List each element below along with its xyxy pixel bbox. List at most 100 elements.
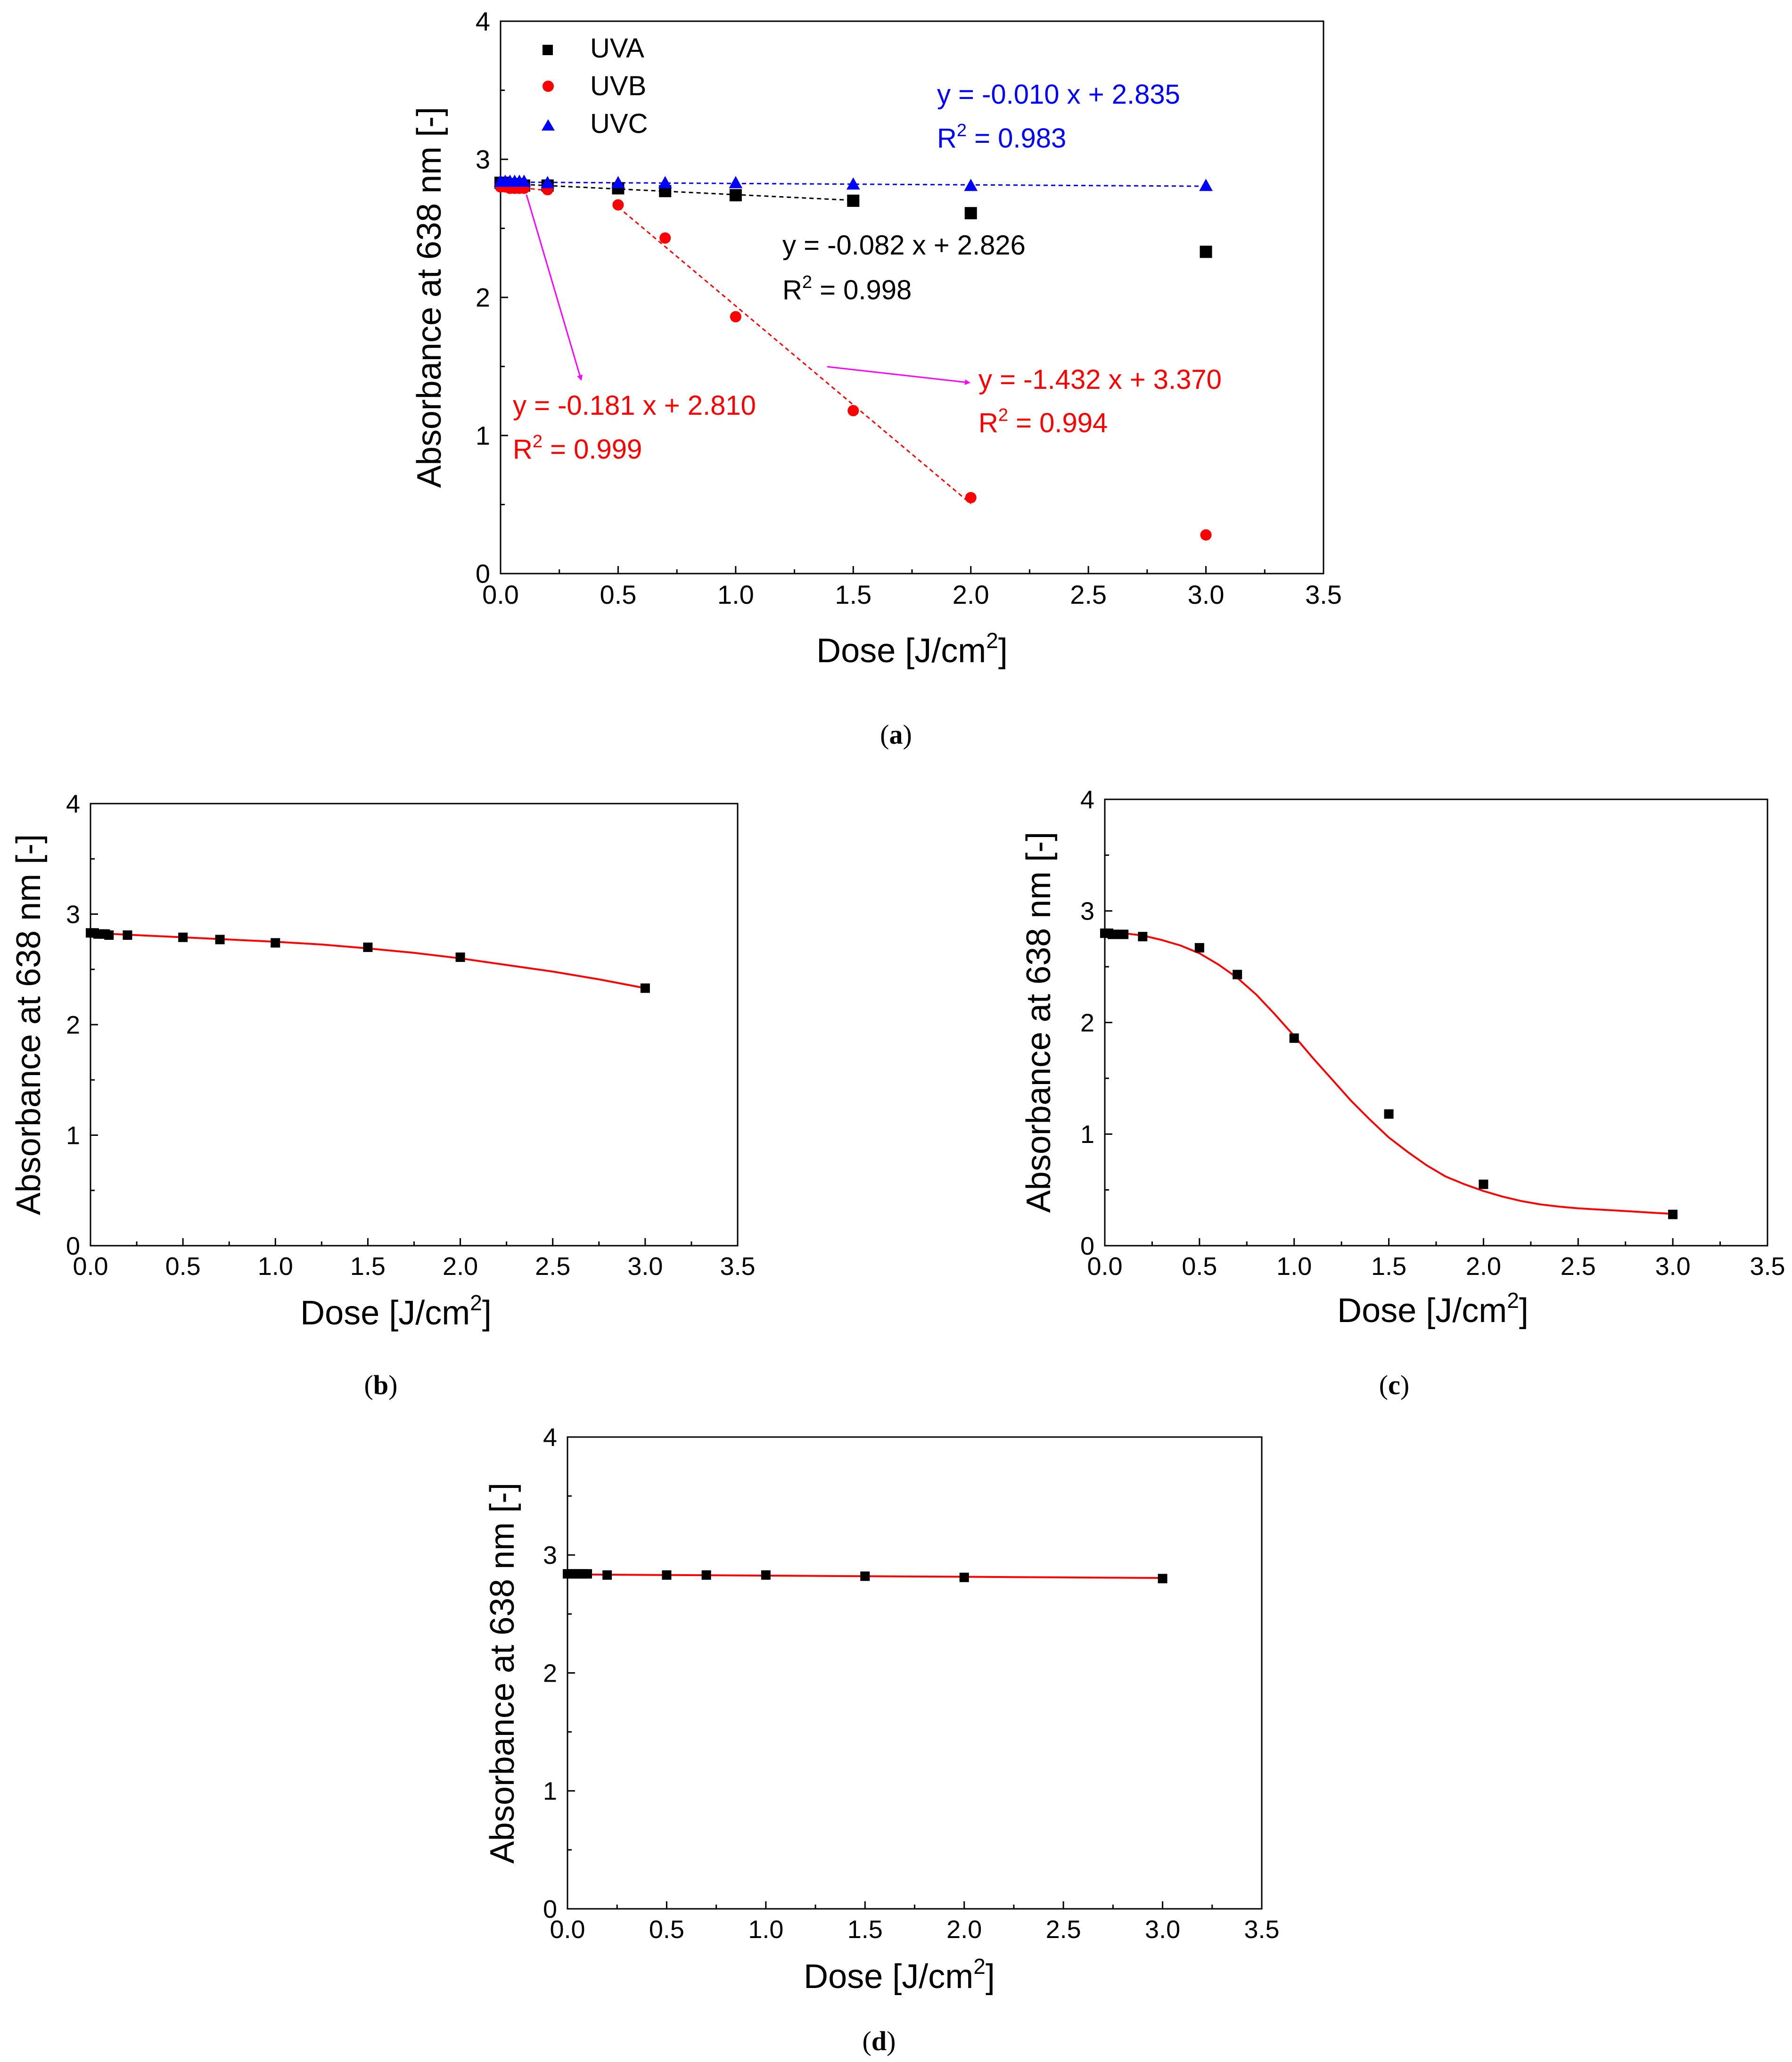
uva-data-point — [178, 932, 188, 942]
y-tick-label: 4 — [543, 1423, 557, 1452]
panel-b: 0.0 0.5 1.0 1.5 2.0 2.5 3.0 3.5 0 1 2 3 4 Absorbanc… — [10, 790, 756, 1400]
uvc-data-point — [761, 1570, 771, 1580]
uva-data-point — [123, 930, 132, 940]
uva-fit-line — [500, 182, 854, 201]
y-tick-label: 2 — [1080, 1009, 1094, 1037]
y-axis-label: Absorbance at 638 nm [-] — [411, 107, 448, 488]
uvb-fit-2-r2: R2 = 0.994 — [978, 405, 1108, 438]
y-tick-label: 4 — [476, 7, 490, 36]
y-tick-label: 3 — [66, 900, 80, 928]
x-tick-label: 1.0 — [1276, 1252, 1312, 1281]
x-tick-label: 3.0 — [1145, 1915, 1180, 1944]
uvc-data-point — [541, 176, 555, 189]
y-tick-label: 3 — [476, 145, 490, 174]
uva-fit-r2: R2 = 0.998 — [782, 272, 912, 305]
x-axis: 0.0 0.5 1.0 1.5 2.0 2.5 3.0 3.5 — [1087, 1238, 1785, 1281]
fit-curve — [1104, 931, 1673, 1215]
x-tick-label: 3.0 — [627, 1252, 663, 1281]
x-tick-label: 0.0 — [1087, 1252, 1122, 1281]
uva-data-point — [271, 938, 280, 948]
legend-uvc-marker — [542, 119, 555, 131]
uvc-fit-r2: R2 = 0.983 — [937, 121, 1066, 154]
data-points — [563, 1569, 1167, 1584]
x-tick-label: 3.0 — [1655, 1252, 1691, 1281]
uvb-data-point — [1384, 1109, 1394, 1119]
x-tick-label: 3.5 — [720, 1252, 755, 1281]
uvb-data-point — [1200, 529, 1212, 541]
legend-uvc-label: UVC — [590, 108, 648, 139]
uvc-data-point — [662, 1570, 672, 1580]
uva-data-point — [1200, 246, 1212, 258]
annotation-arrow-1 — [526, 194, 583, 381]
uvb-data-point — [1668, 1209, 1678, 1219]
x-tick-label: 0.5 — [1182, 1252, 1217, 1281]
y-tick-label: 0 — [1080, 1232, 1094, 1260]
x-tick-label: 1.5 — [835, 580, 871, 609]
x-tick-label: 1.5 — [1371, 1252, 1406, 1281]
uva-data-point — [215, 935, 225, 945]
x-axis-label: Dose [J/cm2] — [1337, 1288, 1529, 1330]
uva-data-point — [847, 194, 860, 207]
x-tick-label: 2.5 — [1070, 580, 1107, 609]
y-tick-label: 1 — [476, 421, 490, 451]
x-tick-label: 0.5 — [649, 1915, 684, 1944]
uvb-fit-2-equation: y = -1.432 x + 3.370 — [978, 364, 1222, 395]
data-points — [86, 928, 650, 993]
uvc-data-point — [602, 1570, 612, 1580]
legend: UVA UVB UVC — [542, 33, 648, 139]
uvc-data-point — [964, 179, 978, 191]
x-tick-label: 3.0 — [1188, 580, 1225, 609]
uvb-data-point — [1194, 943, 1204, 953]
y-axis-label: Absorbance at 638 nm [-] — [10, 834, 48, 1215]
y-tick-label: 0 — [476, 559, 490, 589]
y-axis: 0 1 2 3 4 — [66, 790, 98, 1260]
uvc-data-point — [860, 1571, 870, 1581]
x-tick-label: 0.0 — [550, 1915, 585, 1944]
uvc-data-point — [729, 176, 743, 189]
caption-b: (b) — [364, 1370, 398, 1400]
y-axis-label: Absorbance at 638 nm [-] — [1020, 832, 1058, 1213]
y-tick-label: 1 — [543, 1777, 557, 1806]
uvc-data-point — [658, 176, 672, 189]
x-tick-label: 1.0 — [717, 580, 754, 609]
y-tick-label: 2 — [476, 283, 490, 312]
y-axis: 0 1 2 3 4 — [543, 1423, 575, 1923]
y-axis-label: Absorbance at 638 nm [-] — [484, 1483, 521, 1864]
y-axis: 0 1 2 3 4 — [1080, 786, 1112, 1260]
x-tick-label: 2.5 — [1561, 1252, 1596, 1281]
x-tick-label: 2.5 — [535, 1252, 570, 1281]
caption-d: (d) — [863, 2026, 896, 2056]
panel-a: 0.0 0.5 1.0 1.5 2.0 2.5 3.0 3.5 0 1 2 3 4 Absorbanc… — [411, 7, 1342, 750]
uvb-data-point — [1479, 1179, 1488, 1189]
annotation-arrow-2 — [827, 366, 970, 385]
uva-data-point — [363, 942, 373, 952]
x-axis-label: Dose [J/cm2] — [816, 628, 1008, 670]
x-axis-label: Dose [J/cm2] — [300, 1290, 492, 1332]
uvc-data-point — [1158, 1574, 1167, 1584]
x-tick-label: 2.0 — [953, 580, 989, 609]
uvb-fit-line — [617, 206, 971, 504]
legend-uva-marker — [543, 45, 553, 55]
y-tick-label: 1 — [66, 1121, 80, 1150]
y-tick-label: 4 — [1080, 786, 1094, 814]
x-tick-label: 0.5 — [600, 580, 636, 609]
uvc-data-point — [583, 1569, 592, 1579]
uvc-data-point — [1199, 179, 1213, 191]
data-points — [493, 174, 1213, 541]
uvb-data-point — [965, 492, 977, 503]
uvc-data-point — [611, 176, 625, 189]
uvc-data-point — [846, 177, 860, 190]
x-tick-label: 3.5 — [1244, 1915, 1279, 1944]
x-tick-label: 0.5 — [165, 1252, 201, 1281]
x-axis: 0.0 0.5 1.0 1.5 2.0 2.5 3.0 3.5 — [550, 1901, 1280, 1944]
legend-uvb-marker — [543, 81, 554, 92]
x-tick-label: 0.0 — [73, 1252, 108, 1281]
y-tick-label: 0 — [66, 1232, 80, 1260]
x-tick-label: 0.0 — [482, 580, 519, 609]
uvb-data-point — [1138, 932, 1148, 942]
x-axis: 0.0 0.5 1.0 1.5 2.0 2.5 3.0 3.5 — [73, 1238, 756, 1281]
y-tick-label: 0 — [543, 1895, 557, 1923]
x-axis: 0.0 0.5 1.0 1.5 2.0 2.5 3.0 3.5 — [482, 566, 1342, 609]
uvb-data-point — [1233, 969, 1242, 979]
